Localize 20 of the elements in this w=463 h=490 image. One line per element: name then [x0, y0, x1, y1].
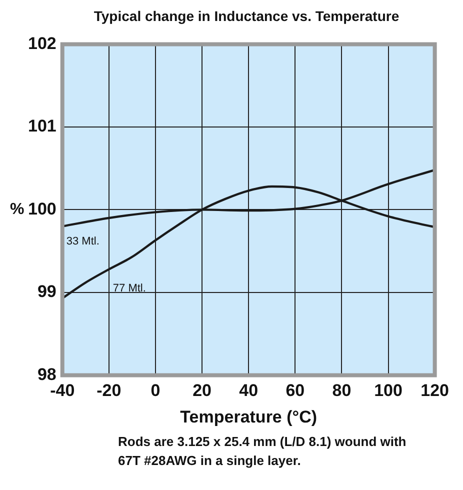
x-tick-label: 100	[374, 381, 402, 400]
x-tick-label: 20	[192, 381, 212, 400]
x-axis-title: Temperature (°C)	[180, 407, 318, 426]
x-tick-label: 0	[150, 381, 160, 400]
y-axis-title: %	[10, 201, 24, 218]
y-tick-label: 98	[37, 364, 56, 384]
y-tick-label: 101	[28, 116, 56, 136]
y-tick-label: 99	[37, 282, 56, 302]
x-tick-label: 120	[420, 381, 450, 400]
text: Rods are 3.125 x 25.4 mm (L/D 8.1) wound with 67T #28AWG in a single layer.	[118, 433, 408, 470]
x-tick-label: 80	[332, 381, 352, 400]
x-tick-label: 40	[239, 381, 258, 400]
x-tick-label: -40	[50, 381, 75, 400]
y-tick-label: 102	[28, 34, 56, 53]
series-label: 33 Mtl.	[66, 235, 100, 248]
chart-title: Typical change in Inductance vs. Temperature	[92, 8, 400, 24]
x-tick-label: 60	[286, 381, 305, 400]
series-label: 77 Mtl.	[112, 282, 146, 294]
y-tick-label: 100	[28, 199, 56, 218]
x-tick-label: -20	[96, 381, 122, 400]
